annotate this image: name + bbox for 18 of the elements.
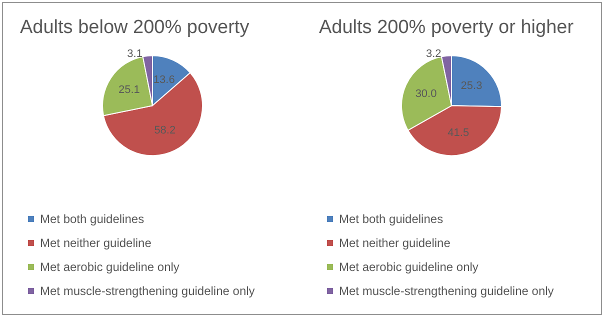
legend-label: Met neither guideline [339, 236, 451, 250]
legend-label: Met aerobic guideline only [339, 260, 478, 274]
data-label: 58.2 [154, 124, 176, 137]
chart-title: Adults below 200% poverty [20, 17, 250, 38]
chart-title: Adults 200% poverty or higher [319, 17, 574, 38]
data-label: 25.3 [460, 80, 482, 92]
data-label: 3.2 [426, 48, 442, 60]
legend-label: Met neither guideline [40, 236, 152, 250]
data-label: 25.1 [118, 84, 140, 96]
data-label: 13.6 [153, 74, 175, 86]
legend-label: Met muscle-strengthening guideline only [40, 284, 255, 298]
legend-label: Met both guidelines [40, 212, 144, 226]
data-label: 41.5 [448, 126, 470, 139]
data-label: 30.0 [415, 88, 437, 100]
legend-label: Met aerobic guideline only [40, 260, 180, 274]
legend-label: Met both guidelines [339, 212, 444, 226]
data-label: 3.1 [127, 48, 142, 60]
legend-label: Met muscle-strengthening guideline only [339, 284, 554, 298]
